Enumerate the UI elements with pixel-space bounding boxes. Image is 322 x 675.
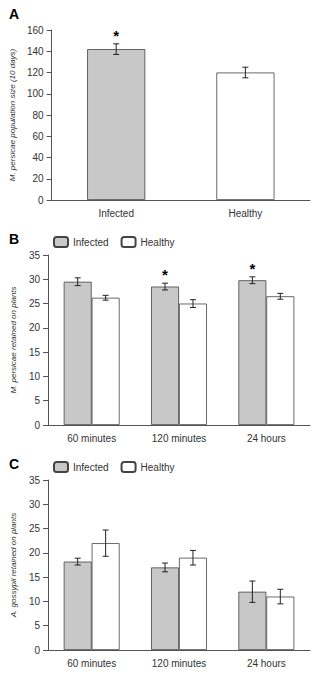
svg-text:*: *: [162, 266, 168, 283]
svg-text:25: 25: [29, 298, 41, 309]
svg-text:80: 80: [32, 110, 44, 121]
svg-text:60 minutes: 60 minutes: [67, 658, 116, 669]
svg-text:0: 0: [38, 195, 44, 206]
svg-text:20: 20: [29, 547, 41, 558]
svg-text:M. persicae retained on plants: M. persicae retained on plants: [9, 286, 18, 393]
svg-text:60: 60: [32, 131, 44, 142]
svg-text:A. gossypii retained on plants: A. gossypii retained on plants: [9, 513, 18, 619]
svg-text:Healthy: Healthy: [141, 237, 175, 248]
svg-text:160: 160: [27, 25, 44, 36]
svg-text:120: 120: [27, 67, 44, 78]
svg-text:*: *: [113, 27, 119, 44]
svg-text:Infected: Infected: [73, 462, 109, 473]
svg-text:140: 140: [27, 46, 44, 57]
svg-text:100: 100: [27, 88, 44, 99]
svg-text:35: 35: [29, 475, 41, 486]
svg-text:10: 10: [29, 596, 41, 607]
svg-text:0: 0: [34, 645, 40, 656]
svg-text:15: 15: [29, 347, 41, 358]
svg-text:20: 20: [32, 173, 44, 184]
svg-text:24 hours: 24 hours: [247, 433, 286, 444]
svg-text:30: 30: [29, 274, 41, 285]
svg-text:35: 35: [29, 250, 41, 261]
svg-text:5: 5: [34, 395, 40, 406]
svg-text:5: 5: [34, 620, 40, 631]
svg-text:Healthy: Healthy: [228, 208, 262, 219]
svg-text:120 minutes: 120 minutes: [152, 433, 206, 444]
svg-text:40: 40: [32, 152, 44, 163]
svg-text:*: *: [249, 260, 255, 277]
svg-text:B: B: [9, 231, 19, 247]
svg-text:60 minutes: 60 minutes: [67, 433, 116, 444]
svg-text:20: 20: [29, 322, 41, 333]
svg-text:120 minutes: 120 minutes: [152, 658, 206, 669]
svg-text:Infected: Infected: [73, 237, 109, 248]
svg-text:Healthy: Healthy: [141, 462, 175, 473]
svg-text:0: 0: [34, 420, 40, 431]
svg-text:A: A: [9, 6, 19, 22]
svg-text:C: C: [9, 456, 19, 472]
svg-text:30: 30: [29, 499, 41, 510]
svg-text:M. persicae population size (1: M. persicae population size (10 days): [8, 48, 17, 181]
svg-text:10: 10: [29, 371, 41, 382]
svg-text:Infected: Infected: [98, 208, 134, 219]
svg-text:15: 15: [29, 572, 41, 583]
svg-text:24 hours: 24 hours: [247, 658, 286, 669]
svg-text:25: 25: [29, 523, 41, 534]
